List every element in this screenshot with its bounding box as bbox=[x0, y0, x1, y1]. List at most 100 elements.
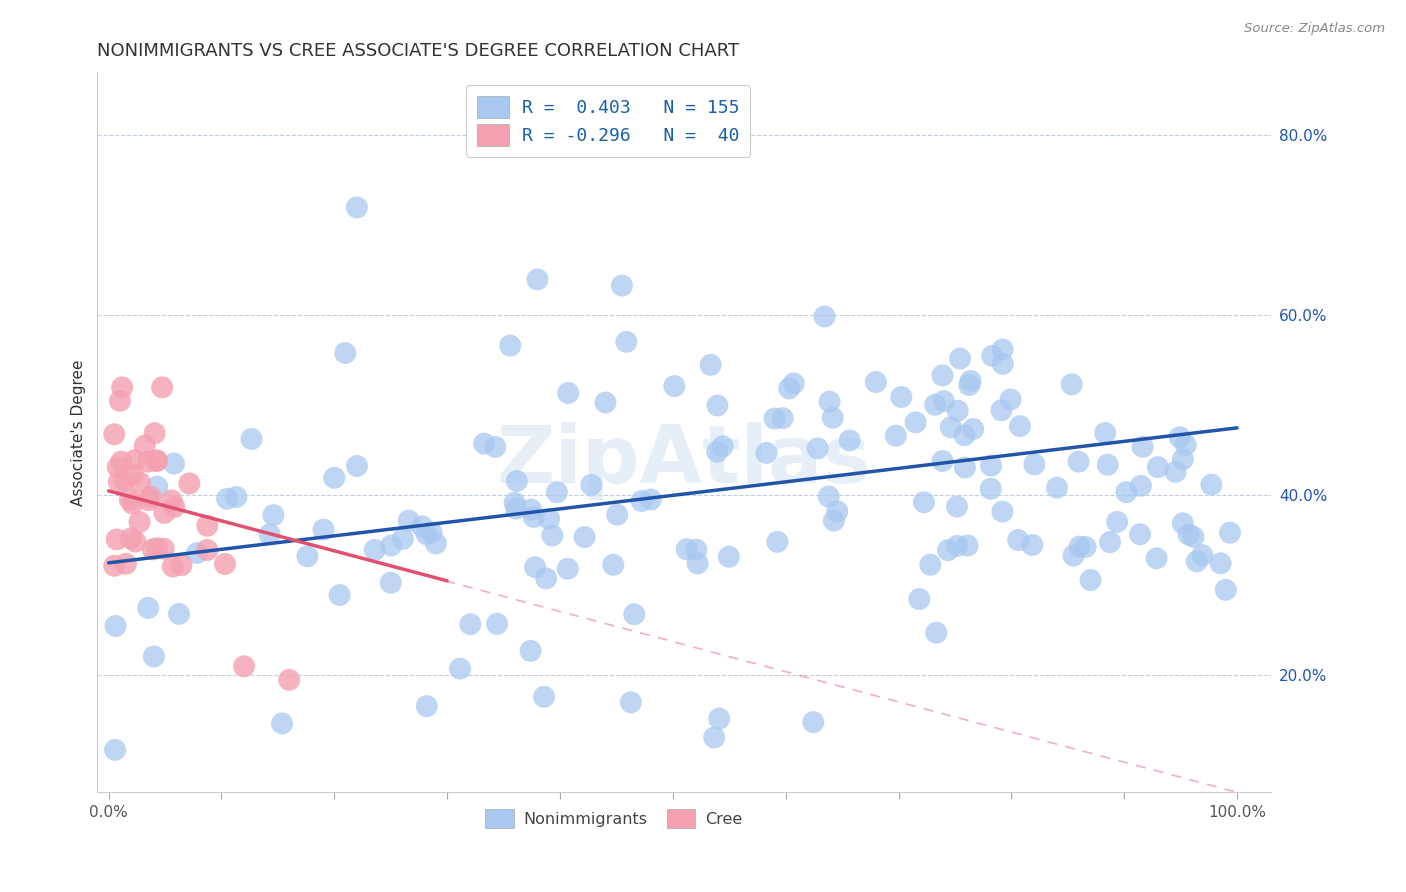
Point bbox=[717, 549, 740, 564]
Point bbox=[415, 527, 437, 541]
Point bbox=[980, 482, 1002, 496]
Point bbox=[163, 457, 186, 471]
Point bbox=[105, 533, 128, 547]
Text: Source: ZipAtlas.com: Source: ZipAtlas.com bbox=[1244, 22, 1385, 36]
Point bbox=[398, 514, 420, 528]
Point bbox=[755, 446, 778, 460]
Point bbox=[686, 557, 709, 571]
Point bbox=[111, 380, 134, 394]
Y-axis label: Associate's Degree: Associate's Degree bbox=[72, 359, 86, 506]
Point bbox=[1209, 557, 1232, 571]
Point bbox=[486, 616, 509, 631]
Point bbox=[931, 368, 953, 383]
Text: ZipAtlas: ZipAtlas bbox=[496, 422, 872, 500]
Point bbox=[807, 442, 830, 456]
Point bbox=[1080, 573, 1102, 587]
Point bbox=[706, 444, 728, 458]
Point bbox=[1171, 452, 1194, 467]
Point bbox=[623, 607, 645, 622]
Point bbox=[865, 375, 887, 389]
Point bbox=[499, 338, 522, 352]
Point bbox=[703, 731, 725, 745]
Point bbox=[1024, 458, 1046, 472]
Point bbox=[1008, 419, 1031, 434]
Point bbox=[329, 588, 352, 602]
Point bbox=[1069, 540, 1091, 554]
Point bbox=[520, 502, 543, 516]
Point bbox=[519, 644, 541, 658]
Point bbox=[823, 514, 845, 528]
Point bbox=[523, 510, 546, 524]
Point bbox=[1067, 455, 1090, 469]
Point bbox=[103, 427, 125, 442]
Point bbox=[920, 558, 942, 572]
Point bbox=[120, 532, 142, 546]
Point bbox=[981, 349, 1004, 363]
Point bbox=[364, 542, 387, 557]
Point bbox=[581, 478, 603, 492]
Point bbox=[1168, 430, 1191, 444]
Point bbox=[783, 376, 806, 391]
Point bbox=[225, 490, 247, 504]
Point bbox=[990, 403, 1012, 417]
Point bbox=[138, 493, 160, 508]
Point bbox=[557, 562, 579, 576]
Point bbox=[505, 501, 527, 516]
Point bbox=[606, 508, 628, 522]
Point bbox=[1129, 479, 1152, 493]
Point bbox=[124, 534, 146, 549]
Point bbox=[118, 492, 141, 507]
Point bbox=[1000, 392, 1022, 407]
Point bbox=[763, 411, 786, 425]
Point bbox=[152, 541, 174, 556]
Point bbox=[538, 512, 561, 526]
Point bbox=[685, 542, 707, 557]
Point bbox=[153, 506, 176, 520]
Point bbox=[110, 454, 132, 468]
Point bbox=[136, 601, 159, 615]
Point bbox=[160, 493, 183, 508]
Point bbox=[195, 543, 218, 558]
Point bbox=[1201, 477, 1223, 491]
Point bbox=[179, 476, 201, 491]
Point bbox=[297, 549, 319, 564]
Point bbox=[195, 518, 218, 533]
Point bbox=[145, 454, 167, 468]
Point bbox=[541, 528, 564, 542]
Point bbox=[1097, 458, 1119, 472]
Point bbox=[104, 619, 127, 633]
Point bbox=[574, 530, 596, 544]
Point bbox=[962, 422, 984, 436]
Point bbox=[186, 546, 208, 560]
Point bbox=[991, 357, 1014, 371]
Point bbox=[925, 625, 948, 640]
Point bbox=[602, 558, 624, 572]
Point bbox=[262, 508, 284, 523]
Point bbox=[766, 534, 789, 549]
Point bbox=[946, 500, 969, 514]
Point bbox=[323, 471, 346, 485]
Point bbox=[949, 351, 972, 366]
Point bbox=[630, 494, 652, 508]
Point bbox=[271, 716, 294, 731]
Point bbox=[946, 403, 969, 417]
Point bbox=[778, 381, 800, 395]
Point bbox=[425, 536, 447, 550]
Point bbox=[813, 310, 835, 324]
Point bbox=[709, 712, 731, 726]
Point bbox=[546, 485, 568, 500]
Point bbox=[1174, 438, 1197, 452]
Point bbox=[143, 426, 166, 441]
Point bbox=[392, 532, 415, 546]
Point bbox=[346, 201, 368, 215]
Point bbox=[939, 420, 962, 434]
Point bbox=[112, 474, 135, 488]
Point bbox=[233, 659, 256, 673]
Point bbox=[1021, 538, 1043, 552]
Point bbox=[1063, 549, 1085, 563]
Text: NONIMMIGRANTS VS CREE ASSOCIATE'S DEGREE CORRELATION CHART: NONIMMIGRANTS VS CREE ASSOCIATE'S DEGREE… bbox=[97, 42, 740, 60]
Point bbox=[991, 505, 1014, 519]
Point bbox=[312, 523, 335, 537]
Point bbox=[108, 393, 131, 408]
Point bbox=[821, 410, 844, 425]
